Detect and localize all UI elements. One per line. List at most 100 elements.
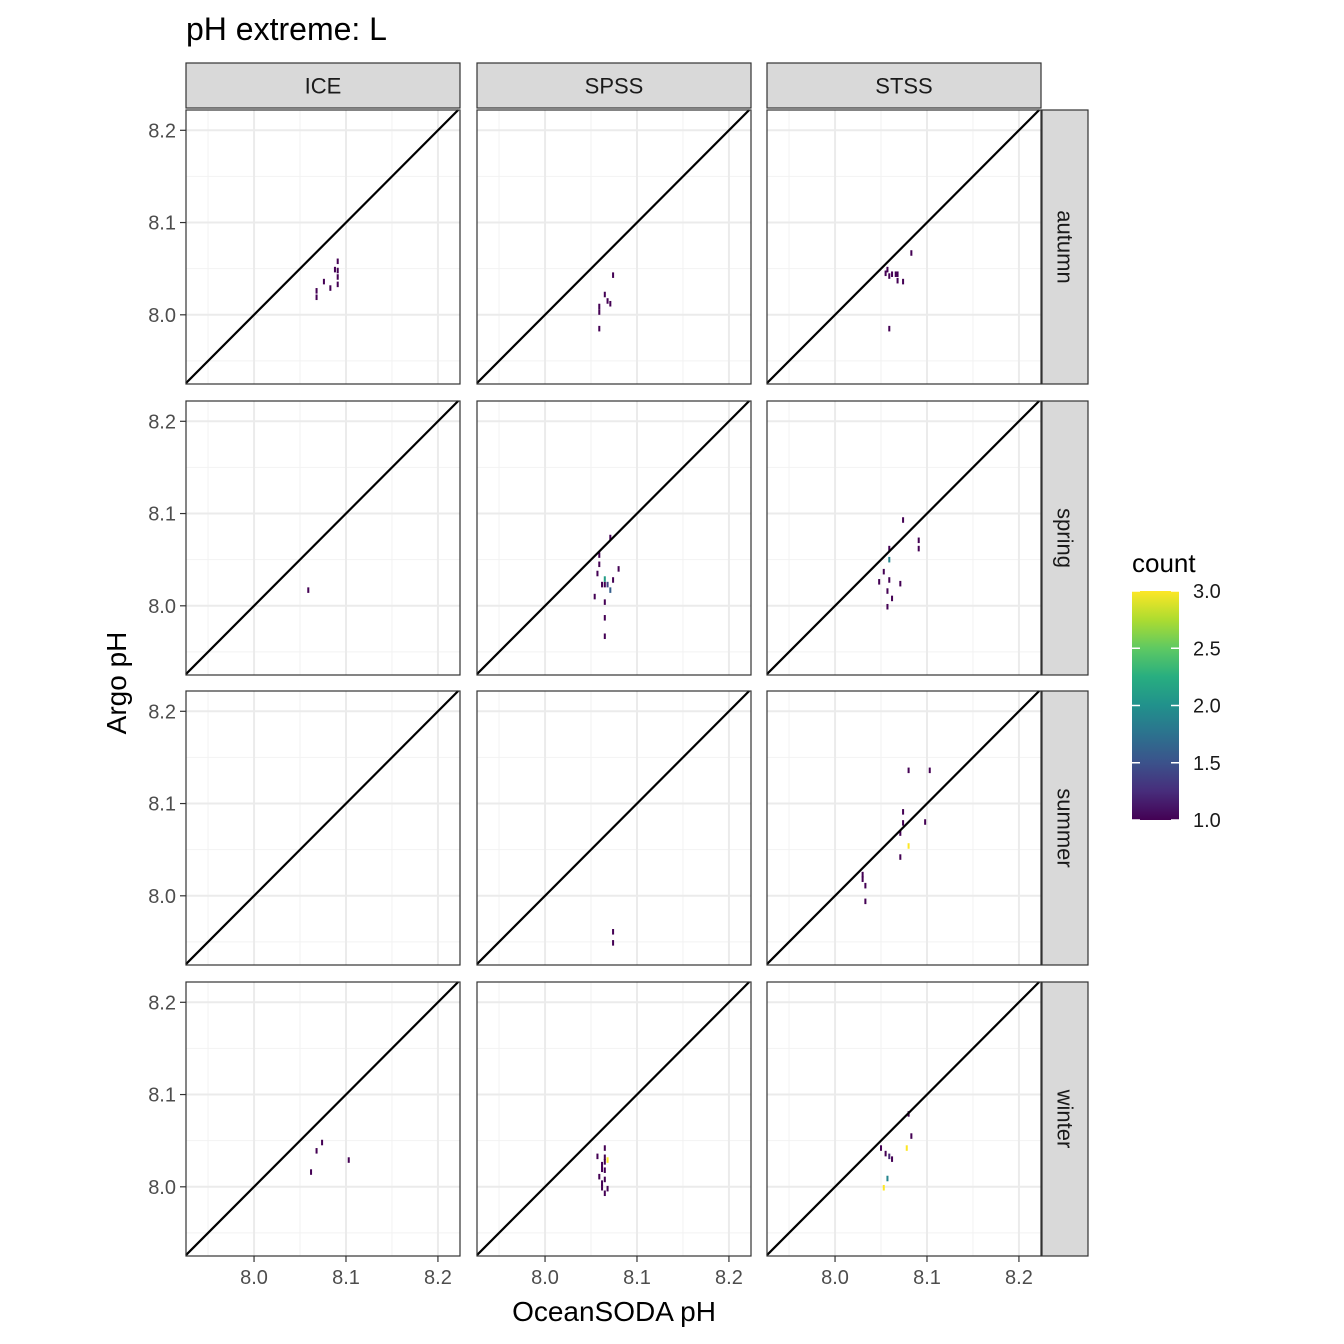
legend-ticks: 3.0 2.5 2.0 1.5 1.0 [1132,581,1221,832]
identity-line [766,109,1040,384]
heatmap-bin [322,278,325,285]
x-tick-label: 8.2 [424,1267,452,1289]
panel-spss-winter [476,981,752,1257]
heatmap-bin [609,300,612,307]
x-tick-label: 8.1 [332,1267,360,1289]
heatmap-bin [899,580,902,587]
heatmap-bin [896,271,899,277]
heatmap-bin [617,566,620,572]
heatmap-bin [598,552,601,558]
heatmap-bin [596,570,599,577]
heatmap-bin [888,577,891,583]
y-axis-title: Argo pH [101,632,132,735]
panel-stss-autumn [766,109,1042,385]
legend-tick-label: 3.0 [1193,581,1221,603]
heatmap-bin [609,587,612,593]
heatmap-bin [884,270,887,277]
heatmap-bin [861,876,864,882]
heatmap-bin [336,281,339,288]
heatmap-bin [899,830,902,836]
strip-background [1041,981,1089,1257]
y-tick-label: 8.1 [148,504,176,526]
x-tick-label: 8.0 [531,1267,559,1289]
heatmap-bin [907,843,910,849]
y-tick-label: 8.1 [148,1085,176,1107]
strip-label: spring [1053,508,1078,568]
heatmap-bin [928,767,931,774]
panel-spss-spring [476,400,752,676]
heatmap-bin [598,561,601,568]
heatmap-bin [603,576,606,582]
heatmap-bin [329,285,332,291]
heatmap-bin [333,266,336,273]
panel-ice-spring [185,400,461,676]
heatmap-bin [888,1153,891,1160]
heatmap-bin [606,581,609,588]
heatmap-bin [910,250,913,256]
heatmap-bin [609,534,612,541]
heatmap-bin [347,1157,350,1163]
heatmap-bin [882,568,885,575]
identity-line [185,109,459,384]
heatmap-bin [891,595,894,602]
heatmap-bin [902,278,905,285]
heatmap-bin [598,309,601,315]
heatmap-bin [886,1175,889,1182]
heatmap-bin [606,1157,609,1163]
x-tick-label: 8.1 [913,1267,941,1289]
heatmap-bin [891,271,894,277]
identity-line [766,690,1040,965]
heatmap-bin [888,556,891,563]
heatmap-bin [603,1176,606,1183]
y-tick-label: 8.0 [148,886,176,908]
identity-line [476,109,750,384]
identity-line [476,981,750,1256]
heatmap-bin [315,1148,318,1154]
y-tick-label: 8.2 [148,992,176,1014]
heatmap-bin [902,820,905,826]
heatmap-bin [336,258,339,265]
heatmap-bin [603,615,606,621]
heatmap-bin [601,1161,604,1168]
heatmap-bin [601,581,604,588]
strip-stss: STSS [766,62,1042,109]
strip-background [1041,690,1089,966]
identity-line [476,400,750,675]
heatmap-bin [336,274,339,280]
heatmap-bin [603,291,606,298]
panel-stss-spring [766,400,1042,676]
panel-stss-winter [766,981,1042,1257]
panel-spss-autumn [476,109,752,385]
count-legend: count 3.0 2.5 2.0 1.5 1.0 [1132,548,1221,832]
panel-border [185,109,461,385]
heatmap-bin [310,1169,313,1175]
heatmap-bin [886,588,889,594]
heatmap-bin [902,809,905,815]
heatmap-bin [878,579,881,585]
heatmap-bin [603,581,606,588]
heatmap-bin [603,1154,606,1161]
legend-tick-label: 1.0 [1193,810,1221,832]
strip-background [476,62,752,109]
strip-summer: summer [1041,690,1089,966]
y-tick-label: 8.0 [148,1177,176,1199]
heatmap-bin [598,325,601,332]
heatmap-bin [598,1173,601,1180]
y-tick-label: 8.0 [148,596,176,618]
heatmap-bin [917,545,920,552]
heatmap-bin [612,940,615,946]
panel-spss-summer [476,690,752,966]
strip-label: STSS [875,74,932,99]
heatmap-bin [917,537,920,544]
x-tick-label: 8.0 [821,1267,849,1289]
y-tick-label: 8.0 [148,305,176,327]
y-tick-label: 8.2 [148,120,176,142]
heatmap-bin [603,1190,606,1197]
strip-background [1041,400,1089,676]
heatmap-bin [606,1185,609,1192]
panel-border [476,690,752,966]
heatmap-bin [864,882,867,889]
x-tick-label: 8.2 [715,1267,743,1289]
heatmap-bin [910,1133,913,1139]
